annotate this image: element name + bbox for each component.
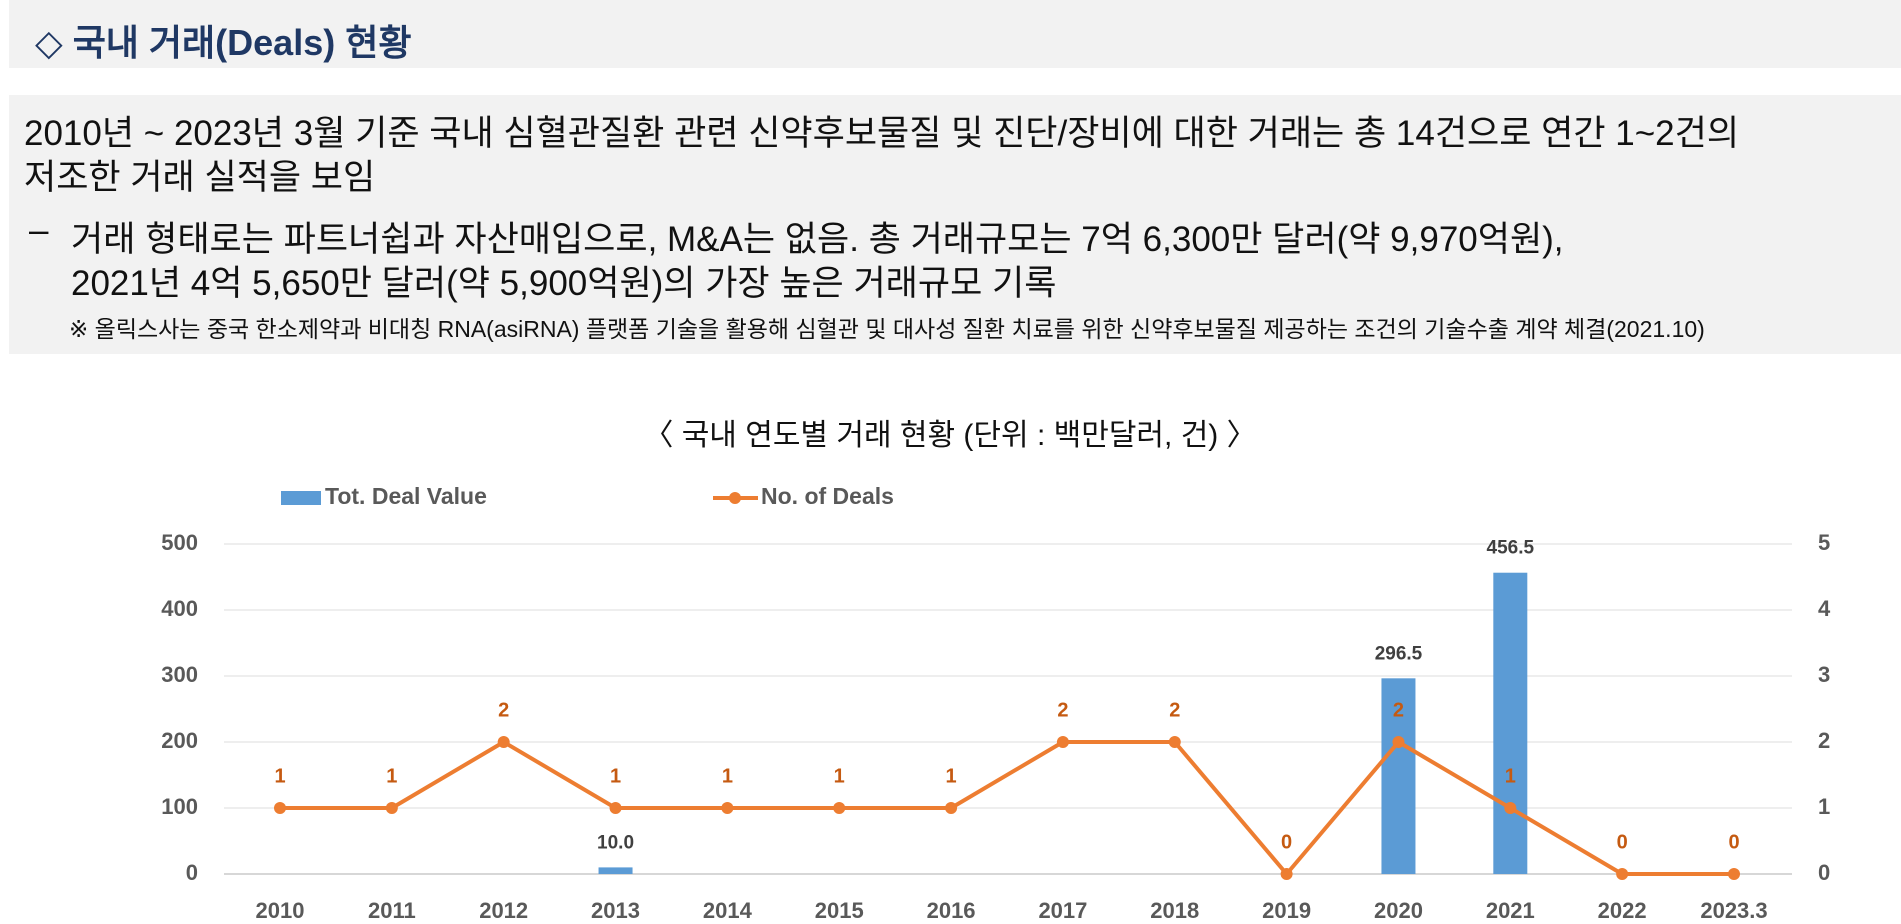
bullet-marker: – bbox=[29, 211, 49, 250]
bar-value-label: 296.5 bbox=[1375, 643, 1423, 664]
line-value-label: 1 bbox=[834, 765, 845, 787]
y-tick-label: 100 bbox=[161, 794, 198, 819]
y2-tick-label: 1 bbox=[1818, 794, 1830, 819]
y2-tick-label: 5 bbox=[1818, 530, 1830, 555]
line-value-label: 1 bbox=[1505, 765, 1516, 787]
bar-value-label: 10.0 bbox=[597, 832, 634, 853]
line-value-label: 1 bbox=[274, 765, 285, 787]
line-value-label: 0 bbox=[1728, 831, 1739, 853]
line-value-label: 1 bbox=[610, 765, 621, 787]
line-point bbox=[1504, 802, 1517, 814]
line-point bbox=[1056, 736, 1069, 748]
legend-swatch bbox=[281, 491, 321, 505]
y-tick-label: 500 bbox=[161, 530, 198, 555]
header: ◇ 국내 거래(Deals) 현황 bbox=[9, 0, 1901, 68]
line-point bbox=[721, 802, 734, 814]
x-tick-label: 2023.3 bbox=[1700, 898, 1767, 923]
note: ※ 올릭스사는 중국 한소제약과 비대칭 RNA(asiRNA) 플랫폼 기술을… bbox=[69, 316, 1705, 342]
x-tick-label: 2012 bbox=[479, 898, 528, 923]
legend-label: Tot. Deal Value bbox=[325, 483, 487, 509]
paragraph-line: 저조한 거래 실적을 보임 bbox=[24, 158, 376, 197]
x-tick-label: 2014 bbox=[703, 898, 753, 923]
x-tick-label: 2019 bbox=[1262, 898, 1311, 923]
line-point bbox=[497, 736, 510, 748]
y2-tick-label: 4 bbox=[1818, 596, 1831, 621]
legend-label: No. of Deals bbox=[761, 483, 894, 509]
line-point bbox=[1616, 868, 1629, 880]
y2-tick-label: 3 bbox=[1818, 662, 1830, 687]
line-value-label: 1 bbox=[722, 765, 733, 787]
line-value-label: 0 bbox=[1281, 831, 1292, 853]
paragraph-line: 2010년 ~ 2023년 3월 기준 국내 심혈관질환 관련 신약후보물질 및… bbox=[24, 114, 1740, 153]
line-point bbox=[609, 802, 622, 814]
line-value-label: 2 bbox=[498, 699, 509, 721]
line-value-label: 1 bbox=[946, 765, 957, 787]
header-title: ◇ 국내 거래(Deals) 현황 bbox=[35, 22, 412, 63]
bar bbox=[1493, 572, 1528, 874]
x-tick-label: 2013 bbox=[591, 898, 640, 923]
line-value-label: 2 bbox=[1057, 699, 1068, 721]
legend-swatch bbox=[729, 492, 741, 504]
x-tick-label: 2018 bbox=[1150, 898, 1199, 923]
line bbox=[280, 740, 1734, 876]
line-point bbox=[1280, 868, 1293, 880]
y2-tick-label: 2 bbox=[1818, 728, 1830, 753]
y-tick-label: 300 bbox=[161, 662, 198, 687]
line-point bbox=[274, 802, 286, 814]
bar-value-label: 456.5 bbox=[1487, 538, 1535, 559]
bar bbox=[1381, 678, 1416, 874]
line-value-label: 0 bbox=[1617, 831, 1628, 853]
line-point bbox=[945, 802, 958, 814]
x-tick-label: 2020 bbox=[1374, 898, 1423, 923]
x-tick-label: 2021 bbox=[1486, 898, 1535, 923]
line-point bbox=[1168, 736, 1181, 748]
y-tick-label: 0 bbox=[186, 860, 198, 885]
bullet-line: 거래 형태로는 파트너쉽과 자산매입으로, M&A는 없음. 총 거래규모는 7… bbox=[71, 220, 1564, 259]
line-value-label: 1 bbox=[386, 765, 397, 787]
line-point bbox=[1392, 736, 1405, 748]
x-tick-label: 2022 bbox=[1598, 898, 1647, 923]
line-value-label: 2 bbox=[1393, 699, 1404, 721]
x-tick-label: 2015 bbox=[815, 898, 864, 923]
x-tick-label: 2017 bbox=[1038, 898, 1087, 923]
x-tick-label: 2010 bbox=[256, 898, 305, 923]
bar bbox=[598, 867, 633, 874]
y2-tick-label: 0 bbox=[1818, 860, 1830, 885]
x-tick-label: 2016 bbox=[927, 898, 976, 923]
y-tick-label: 200 bbox=[161, 728, 198, 753]
bullet-line: 2021년 4억 5,650만 달러(약 5,900억원)의 가장 높은 거래규… bbox=[71, 264, 1057, 303]
line-point bbox=[385, 802, 398, 814]
line-value-label: 2 bbox=[1169, 699, 1180, 721]
summary: 2010년 ~ 2023년 3월 기준 국내 심혈관질환 관련 신약후보물질 및… bbox=[9, 95, 1901, 354]
line-point bbox=[833, 802, 846, 814]
line-point bbox=[1728, 868, 1740, 880]
y-tick-label: 400 bbox=[161, 596, 198, 621]
x-tick-label: 2011 bbox=[368, 898, 416, 923]
chart-title: 〈 국내 연도별 거래 현황 (단위 : 백만달러, 건) 〉 bbox=[643, 419, 1256, 452]
